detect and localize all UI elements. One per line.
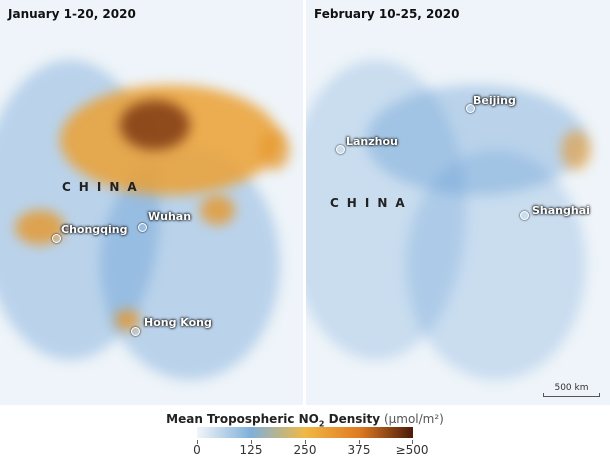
city-marker xyxy=(520,211,529,220)
legend-unit: (µmol/m²) xyxy=(383,412,444,426)
tick xyxy=(251,440,252,444)
country-label: CHINA xyxy=(62,180,145,194)
tick xyxy=(305,440,306,444)
panel-title: January 1-20, 2020 xyxy=(8,7,136,21)
map-panel-february: February 10-25, 2020 CHINA Beijing Lanzh… xyxy=(306,0,610,405)
city-label-hong-kong: Hong Kong xyxy=(144,316,212,329)
city-label-wuhan: Wuhan xyxy=(148,210,192,223)
legend-title-text: Mean Tropospheric NO xyxy=(166,412,319,426)
tick-label: 375 xyxy=(347,443,371,457)
city-marker xyxy=(466,104,475,113)
tick xyxy=(359,440,360,444)
city-label-lanzhou: Lanzhou xyxy=(346,135,398,148)
legend-title-suffix: Density xyxy=(324,412,381,426)
city-marker xyxy=(138,223,147,232)
tick-label: 0 xyxy=(193,443,201,457)
tick xyxy=(412,440,413,444)
legend-title: Mean Tropospheric NO2 Density (µmol/m²) xyxy=(0,412,610,428)
color-scale-bar xyxy=(197,427,413,438)
city-marker xyxy=(52,234,61,243)
legend-subscript: 2 xyxy=(318,419,325,429)
city-marker xyxy=(131,327,140,336)
tick-label: ≥500 xyxy=(395,443,429,457)
country-label: CHINA xyxy=(330,196,413,210)
panel-title: February 10-25, 2020 xyxy=(314,7,460,21)
scale-bar-label: 500 km xyxy=(554,383,589,393)
map-panel-january: January 1-20, 2020 CHINA Wuhan Chongqing… xyxy=(0,0,303,405)
scale-bar: 500 km xyxy=(543,383,600,397)
tick-label: 125 xyxy=(239,443,263,457)
city-label-chongqing: Chongqing xyxy=(61,223,128,236)
tick-label: 250 xyxy=(293,443,317,457)
tick xyxy=(197,440,198,444)
city-marker xyxy=(336,145,345,154)
city-label-shanghai: Shanghai xyxy=(532,204,590,217)
city-label-beijing: Beijing xyxy=(473,94,516,107)
